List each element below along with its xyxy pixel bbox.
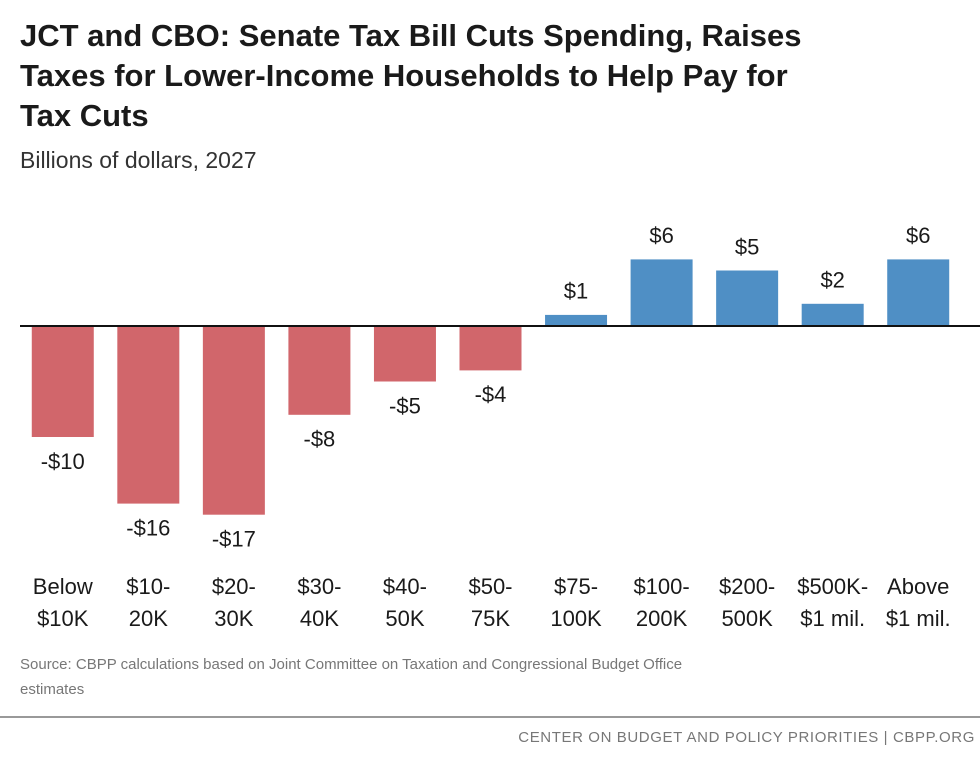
x-tick-label: $1 mil. (800, 606, 865, 631)
x-tick-label: $20- (212, 574, 256, 599)
x-tick-label: 200K (636, 606, 688, 631)
x-tick-label: $75- (554, 574, 598, 599)
x-tick-label: $40- (383, 574, 427, 599)
source-note: Source: CBPP calculations based on Joint… (20, 656, 682, 673)
credit: CENTER ON BUDGET AND POLICY PRIORITIES |… (518, 729, 975, 746)
x-tick-label: Below (33, 574, 93, 599)
x-tick-label: Above (887, 574, 949, 599)
bar (202, 326, 265, 515)
chart-title: JCT and CBO: Senate Tax Bill Cuts Spendi… (20, 18, 801, 53)
value-label: -$8 (304, 427, 336, 452)
x-tick-label: $100- (633, 574, 689, 599)
value-label: -$5 (389, 393, 421, 418)
x-tick-label: 75K (471, 606, 510, 631)
value-label: -$10 (41, 449, 85, 474)
value-label: $6 (649, 223, 673, 248)
x-tick-label: 20K (129, 606, 168, 631)
chart-subtitle: Billions of dollars, 2027 (20, 147, 257, 173)
x-tick-label: 30K (214, 606, 253, 631)
x-tick-label: $50- (468, 574, 512, 599)
x-tick-label: $10K (37, 606, 89, 631)
bar (288, 326, 351, 415)
value-label: $2 (820, 268, 844, 293)
x-tick-label: 100K (550, 606, 602, 631)
x-tick-label: $30- (297, 574, 341, 599)
value-label: -$4 (475, 382, 507, 407)
x-tick-label: 500K (721, 606, 773, 631)
bar (31, 326, 94, 437)
x-tick-label: 40K (300, 606, 339, 631)
bar (887, 259, 950, 326)
x-tick-label: $1 mil. (886, 606, 951, 631)
bar (117, 326, 180, 504)
bar (373, 326, 436, 382)
value-label: $1 (564, 279, 588, 304)
bar (716, 270, 779, 326)
bar (459, 326, 522, 371)
x-tick-label: $10- (126, 574, 170, 599)
x-tick-label: $200- (719, 574, 775, 599)
x-tick-label: 50K (385, 606, 424, 631)
value-label: $5 (735, 234, 759, 259)
bar (630, 259, 693, 326)
value-label: -$17 (212, 527, 256, 552)
value-label: $6 (906, 223, 930, 248)
chart-title: Taxes for Lower-Income Households to Hel… (20, 58, 788, 93)
source-note: estimates (20, 681, 84, 698)
x-tick-label: $500K- (797, 574, 868, 599)
chart-title: Tax Cuts (20, 98, 149, 133)
bar (545, 314, 608, 326)
bar (801, 303, 864, 326)
value-label: -$16 (126, 515, 170, 540)
